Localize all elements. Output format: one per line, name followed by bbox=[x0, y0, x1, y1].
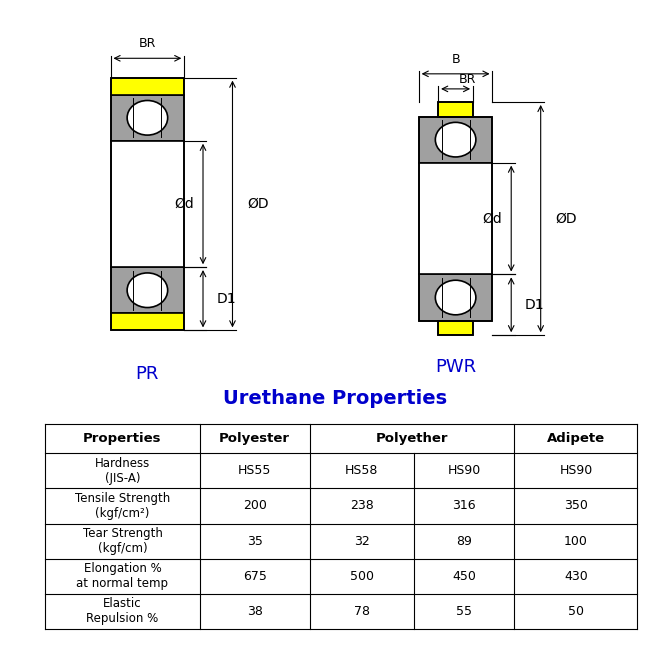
Text: B: B bbox=[452, 52, 460, 66]
Text: 200: 200 bbox=[243, 499, 267, 513]
Text: 89: 89 bbox=[456, 535, 472, 547]
Bar bbox=[419, 117, 492, 321]
Text: Polyester: Polyester bbox=[219, 432, 290, 445]
Text: Ød: Ød bbox=[174, 197, 194, 211]
Text: Hardness
(JIS-A): Hardness (JIS-A) bbox=[95, 457, 150, 485]
Text: 32: 32 bbox=[354, 535, 370, 547]
Text: 500: 500 bbox=[350, 570, 374, 583]
Text: HS90: HS90 bbox=[448, 464, 481, 477]
Text: 78: 78 bbox=[354, 605, 370, 618]
Bar bbox=[419, 163, 492, 275]
Text: 50: 50 bbox=[568, 605, 584, 618]
Text: Polyether: Polyether bbox=[376, 432, 448, 445]
Bar bbox=[111, 94, 184, 141]
Ellipse shape bbox=[127, 273, 168, 308]
Text: Properties: Properties bbox=[83, 432, 161, 445]
Text: HS58: HS58 bbox=[345, 464, 379, 477]
Text: ØD: ØD bbox=[555, 212, 577, 226]
Bar bbox=[111, 314, 184, 330]
Bar bbox=[111, 267, 184, 314]
Ellipse shape bbox=[436, 123, 476, 157]
Text: 350: 350 bbox=[564, 499, 588, 513]
Text: PR: PR bbox=[136, 365, 159, 383]
Text: Tear Strength
(kgf/cm): Tear Strength (kgf/cm) bbox=[82, 527, 162, 555]
Text: HS90: HS90 bbox=[559, 464, 592, 477]
Text: Elongation %
at normal temp: Elongation % at normal temp bbox=[76, 562, 168, 590]
Text: Elastic
Repulsion %: Elastic Repulsion % bbox=[86, 598, 159, 626]
Bar bbox=[419, 117, 492, 163]
Bar bbox=[438, 321, 473, 335]
Text: 38: 38 bbox=[247, 605, 263, 618]
Text: 430: 430 bbox=[564, 570, 588, 583]
Bar bbox=[111, 141, 184, 267]
Text: Tensile Strength
(kgf/cm²): Tensile Strength (kgf/cm²) bbox=[75, 492, 170, 520]
Text: 238: 238 bbox=[350, 499, 374, 513]
Text: 316: 316 bbox=[452, 499, 476, 513]
Text: 55: 55 bbox=[456, 605, 472, 618]
Bar bbox=[419, 275, 492, 321]
Bar bbox=[111, 78, 184, 330]
Text: Ød: Ød bbox=[482, 212, 502, 226]
Ellipse shape bbox=[127, 100, 168, 135]
Text: 100: 100 bbox=[564, 535, 588, 547]
Text: BR: BR bbox=[459, 74, 476, 86]
Text: 450: 450 bbox=[452, 570, 476, 583]
Bar bbox=[438, 102, 473, 117]
Text: D1: D1 bbox=[525, 297, 544, 312]
Text: HS55: HS55 bbox=[238, 464, 271, 477]
Text: PWR: PWR bbox=[435, 358, 476, 376]
Bar bbox=[111, 78, 184, 94]
Bar bbox=[438, 102, 473, 117]
Text: 675: 675 bbox=[243, 570, 267, 583]
Bar bbox=[438, 321, 473, 335]
Text: BR: BR bbox=[139, 37, 156, 50]
Text: Urethane Properties: Urethane Properties bbox=[223, 389, 447, 408]
Text: 35: 35 bbox=[247, 535, 263, 547]
Text: Adipete: Adipete bbox=[547, 432, 605, 445]
Text: ØD: ØD bbox=[247, 197, 269, 211]
Text: D1: D1 bbox=[216, 291, 236, 306]
Ellipse shape bbox=[436, 280, 476, 315]
